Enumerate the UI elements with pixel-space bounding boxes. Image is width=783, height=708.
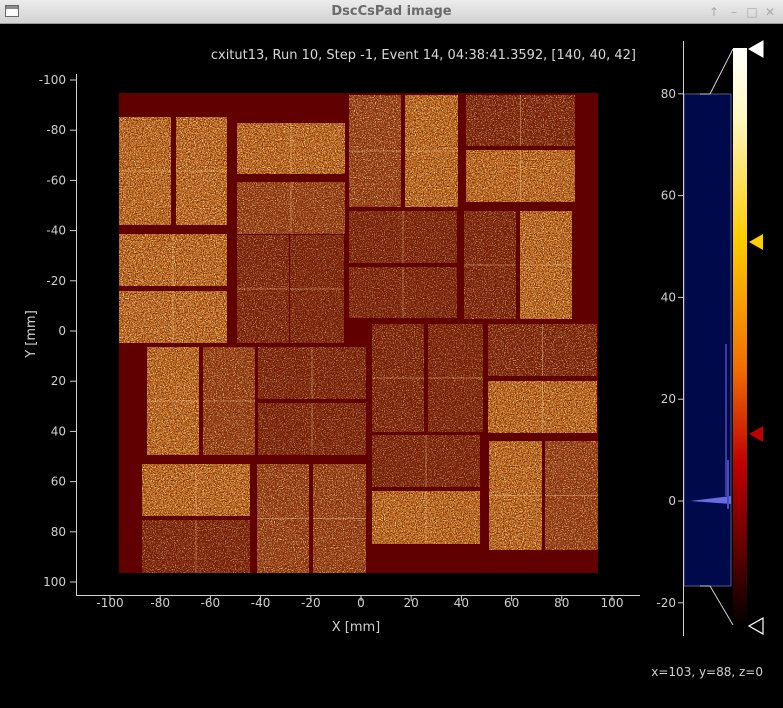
- y-tick-label: 100: [43, 575, 66, 589]
- x-tick-label: -40: [251, 596, 271, 610]
- y-axis-label: Y [mm]: [24, 310, 39, 359]
- colorbar-min-handle[interactable]: [747, 616, 764, 636]
- detector-tile: [258, 403, 366, 455]
- maximize-button[interactable]: □: [746, 5, 758, 19]
- x-tick-label: 20: [404, 596, 419, 610]
- histogram-peak: [690, 496, 731, 504]
- x-tick-label: 40: [454, 596, 469, 610]
- colorbar-tick-label: 60: [661, 189, 676, 203]
- y-tick-label: 40: [51, 424, 66, 438]
- y-tick-label: 60: [51, 475, 66, 489]
- x-tick-label: -100: [96, 596, 123, 610]
- plot-canvas[interactable]: cxitut13, Run 10, Step -1, Event 14, 04:…: [0, 24, 783, 708]
- detector-tile: [237, 182, 345, 234]
- detector-tile: [520, 211, 572, 319]
- detector-tile: [290, 235, 344, 343]
- detector-tiles: [119, 95, 598, 573]
- detector-tile: [488, 381, 597, 433]
- colorbar-max-handle[interactable]: [747, 40, 764, 58]
- x-tick-label: 60: [504, 596, 519, 610]
- colorbar-ticks: 80 60 40 20 0 -20: [656, 87, 684, 610]
- colorbar-tick-label: 40: [661, 290, 676, 304]
- detector-tile: [313, 464, 366, 573]
- intensity-histogram: [683, 93, 732, 587]
- detector-tile: [142, 464, 250, 516]
- minimize-button[interactable]: –: [731, 5, 737, 19]
- cursor-readout: x=103, y=88, z=0: [651, 665, 763, 679]
- detector-tile: [349, 267, 457, 318]
- detector-tile: [142, 520, 250, 573]
- colorbar-tick-label: 0: [668, 494, 676, 508]
- detector-tile: [257, 464, 309, 573]
- detector-tile: [119, 291, 227, 343]
- image-header: cxitut13, Run 10, Step -1, Event 14, 04:…: [211, 48, 636, 63]
- close-button[interactable]: ✕: [764, 5, 776, 19]
- detector-tile: [405, 95, 458, 207]
- detector-tile: [489, 441, 542, 550]
- x-tick-label: -60: [201, 596, 221, 610]
- detector-tile: [176, 117, 227, 225]
- y-axis-ticks: -100 -80 -60 -40 -20 0 20 40 60 80 100: [39, 73, 76, 589]
- title-bar[interactable]: DscCsPad image ↑ – □ ✕: [0, 0, 783, 24]
- detector-tile: [428, 324, 483, 432]
- detector-tile: [349, 211, 457, 263]
- detector-tile: [466, 150, 575, 202]
- y-tick-label: 0: [58, 324, 66, 338]
- y-tick-label: 20: [51, 374, 66, 388]
- colorbar-tick-label: -20: [656, 596, 676, 610]
- colorbar-gradient[interactable]: [733, 48, 747, 626]
- window-title: DscCsPad image: [331, 4, 452, 19]
- x-axis-label: X [mm]: [332, 620, 381, 635]
- raise-window-icon[interactable]: ↑: [708, 5, 720, 19]
- detector-tile: [349, 95, 401, 207]
- y-tick-label: 80: [51, 525, 66, 539]
- colorbar-panel[interactable]: 80 60 40 20 0 -20: [656, 40, 764, 636]
- colorbar-marker-yellow[interactable]: [749, 234, 763, 250]
- x-tick-label: -80: [150, 596, 170, 610]
- y-tick-label: -100: [39, 73, 66, 87]
- detector-tile: [237, 123, 345, 174]
- y-tick-label: -80: [46, 123, 66, 137]
- y-tick-label: -20: [46, 274, 66, 288]
- colorbar-tick-label: 80: [661, 87, 676, 101]
- window-icon[interactable]: [5, 5, 19, 17]
- x-tick-label: -20: [301, 596, 321, 610]
- y-tick-label: -40: [46, 224, 66, 238]
- detector-tile: [119, 234, 227, 286]
- detector-tile: [203, 347, 255, 455]
- detector-tile: [237, 235, 289, 343]
- detector-tile: [372, 491, 480, 544]
- x-tick-label: 80: [554, 596, 569, 610]
- x-axis-ticks: -100 -80 -60 -40 -20 0 20 40 60 80 100: [96, 595, 623, 610]
- x-tick-label: 100: [601, 596, 624, 610]
- detector-tile: [466, 95, 575, 146]
- detector-tile: [119, 117, 171, 225]
- detector-tile: [372, 324, 424, 432]
- detector-tile: [464, 211, 516, 319]
- detector-tile: [372, 435, 480, 487]
- x-tick-label: 0: [357, 596, 365, 610]
- detector-tile: [258, 347, 366, 399]
- detector-tile: [545, 441, 598, 550]
- colorbar-marker-red[interactable]: [749, 426, 763, 442]
- y-tick-label: -60: [46, 173, 66, 187]
- colorbar-tick-label: 20: [661, 392, 676, 406]
- detector-tile: [147, 347, 199, 455]
- detector-tile: [488, 324, 597, 376]
